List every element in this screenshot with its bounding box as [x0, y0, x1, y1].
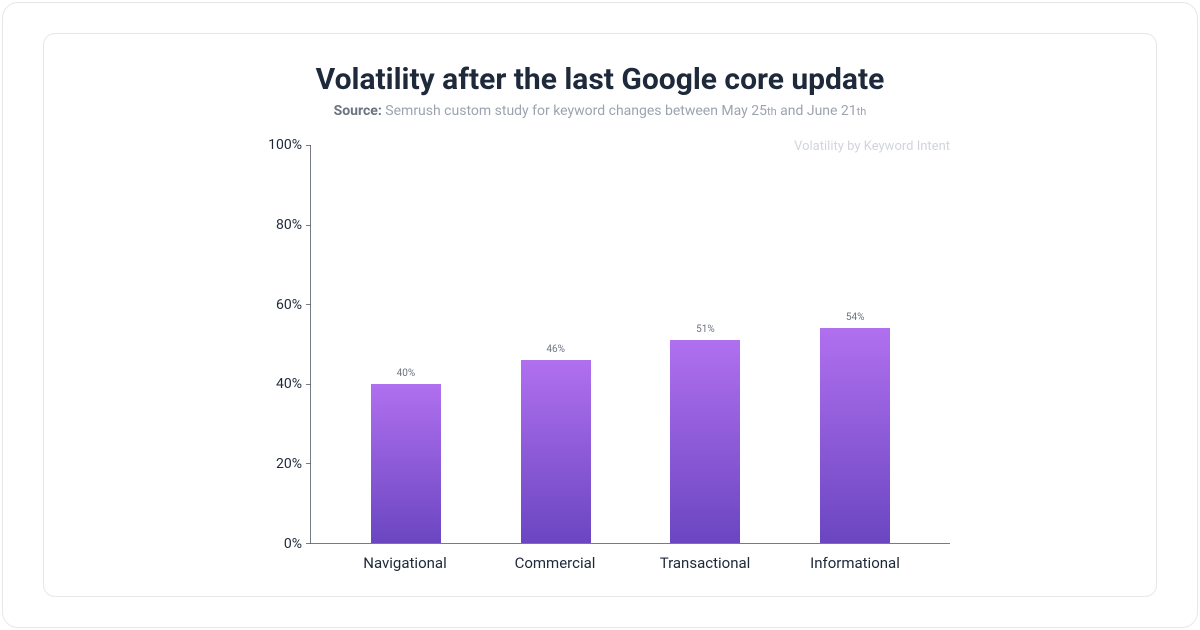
y-tick-label: 100% [250, 137, 302, 153]
bar-value-label: 51% [696, 324, 715, 335]
y-tick-mark [306, 384, 311, 385]
bar-value-label: 54% [846, 312, 865, 323]
bar-value-label: 46% [546, 344, 565, 355]
y-tick-mark [306, 543, 311, 544]
subtitle-ord-2: th [857, 105, 867, 118]
y-tick-label: 60% [250, 297, 302, 313]
bar-slot: 40% [331, 145, 481, 543]
plot-area: 40% 46% 51% 54% [310, 145, 950, 544]
y-tick-label: 20% [250, 456, 302, 472]
y-tick-mark [306, 304, 311, 305]
bar-slot: 51% [631, 145, 781, 543]
chart-card: Volatility after the last Google core up… [43, 33, 1157, 597]
x-axis-label: Transactional [630, 548, 780, 576]
chart-subtitle: Source: Semrush custom study for keyword… [84, 103, 1116, 119]
bar-slot: 46% [481, 145, 631, 543]
chart: Volatility by Keyword Intent 40%46%51%54… [250, 137, 950, 576]
y-tick-label: 0% [250, 536, 302, 552]
y-tick-mark [306, 225, 311, 226]
bar-slot: 54% [780, 145, 930, 543]
subtitle-text-2: and June 21 [777, 103, 857, 119]
x-axis-label: Navigational [330, 548, 480, 576]
bar: 51% [670, 340, 740, 543]
x-axis-label: Commercial [480, 548, 630, 576]
outer-card: Volatility after the last Google core up… [2, 2, 1198, 628]
bar: 54% [820, 328, 890, 543]
y-tick-label: 40% [250, 376, 302, 392]
subtitle-source-label: Source: [334, 103, 382, 119]
x-axis-labels: NavigationalCommercialTransactionalInfor… [310, 548, 950, 576]
subtitle-text-1: Semrush custom study for keyword changes… [382, 103, 767, 119]
bars-container: 40% 46% 51% 54% [311, 145, 950, 543]
y-tick-mark [306, 463, 311, 464]
y-tick-label: 80% [250, 217, 302, 233]
bar: 40% [371, 384, 441, 543]
x-axis-label: Informational [780, 548, 930, 576]
chart-title: Volatility after the last Google core up… [84, 62, 1116, 97]
bar: 46% [521, 360, 591, 543]
subtitle-ord-1: th [767, 105, 777, 118]
chart-area: Volatility by Keyword Intent 40%46%51%54… [84, 137, 1116, 576]
y-tick-mark [306, 145, 311, 146]
bar-value-label: 40% [397, 368, 416, 379]
